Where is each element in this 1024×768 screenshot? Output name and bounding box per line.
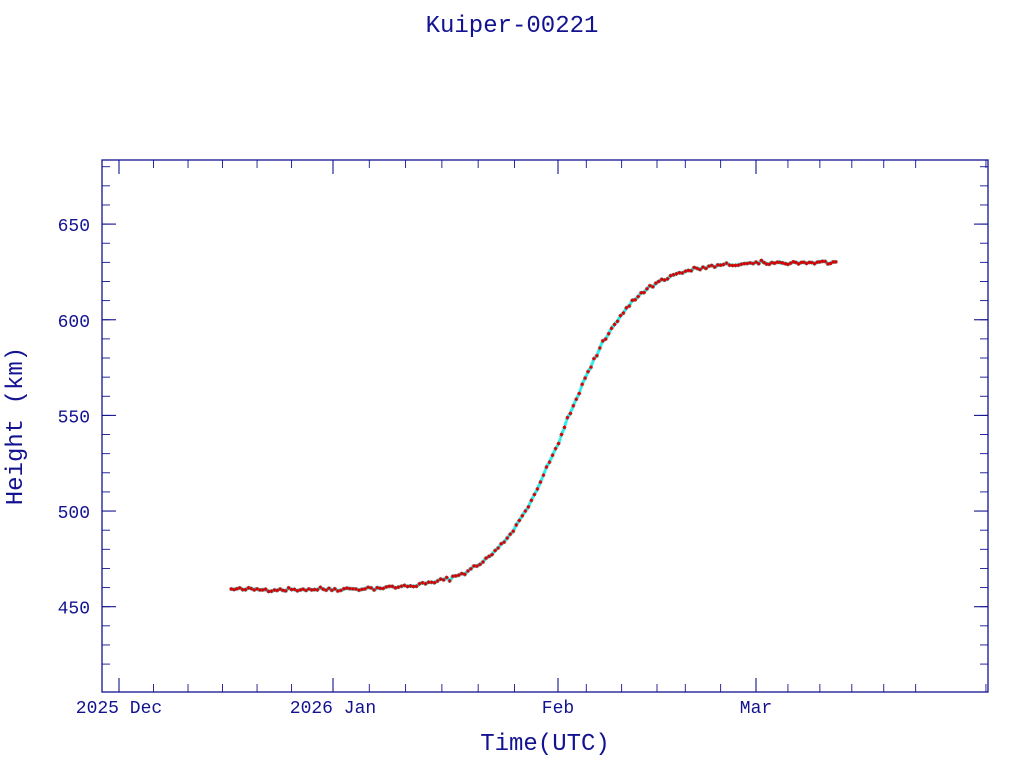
svg-text:500: 500 bbox=[58, 504, 90, 524]
svg-text:Time(UTC): Time(UTC) bbox=[480, 731, 610, 758]
svg-text:Mar: Mar bbox=[740, 699, 772, 719]
svg-text:2025 Dec: 2025 Dec bbox=[76, 699, 162, 719]
svg-text:600: 600 bbox=[58, 313, 90, 333]
svg-text:Kuiper-00221: Kuiper-00221 bbox=[426, 13, 599, 40]
svg-text:Feb: Feb bbox=[542, 699, 574, 719]
svg-text:650: 650 bbox=[58, 217, 90, 237]
svg-text:550: 550 bbox=[58, 408, 90, 428]
svg-text:2026 Jan: 2026 Jan bbox=[290, 699, 376, 719]
svg-text:450: 450 bbox=[58, 600, 90, 620]
svg-text:Height (km): Height (km) bbox=[3, 347, 30, 505]
